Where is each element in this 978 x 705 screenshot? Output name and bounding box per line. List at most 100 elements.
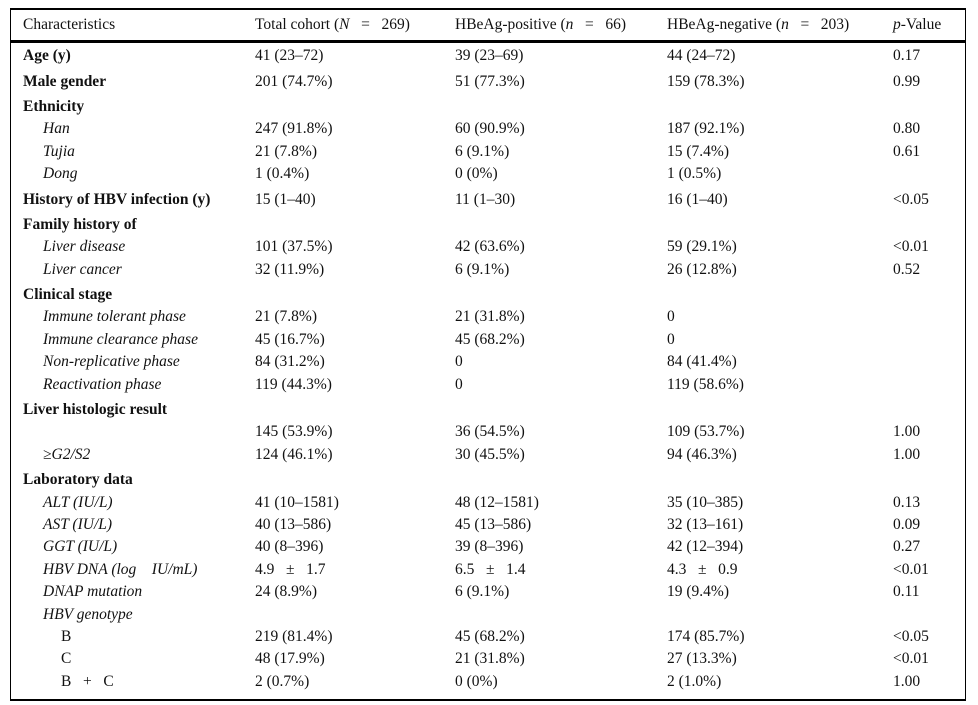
cell: 1 (0.4%) bbox=[255, 165, 310, 183]
row-label: B + C bbox=[61, 672, 114, 690]
row-label: Liver disease bbox=[43, 238, 126, 256]
cell: 6 (9.1%) bbox=[455, 583, 510, 601]
row-label: Dong bbox=[43, 165, 78, 183]
cell: 59 (29.1%) bbox=[667, 238, 737, 256]
table-row: Liver cancer 32 (11.9%) 6 (9.1%) 26 (12.8%)… bbox=[23, 259, 965, 281]
row-label: ≥G2/S2 bbox=[43, 445, 91, 463]
row-label: B bbox=[61, 627, 72, 645]
row-label: DNAP mutation bbox=[43, 583, 143, 601]
row-label: Reactivation phase bbox=[43, 375, 162, 393]
cell: 15 (7.4%) bbox=[667, 142, 729, 160]
cell: 45 (13–586) bbox=[455, 516, 532, 533]
row-label: HBV genotype bbox=[43, 605, 133, 623]
table-row: B 219 (81.4%) 45 (68.2%) 174 (85.7%) <0.05 bbox=[23, 626, 965, 648]
cell: 119 (58.6%) bbox=[667, 375, 744, 393]
table-row: B + C 2 (0.7%) 0 (0%) 2 (1.0%) 1.00 bbox=[23, 671, 965, 693]
table-row: Ethnicity bbox=[23, 96, 965, 118]
row-label: Male gender bbox=[23, 72, 107, 90]
cell: 0 bbox=[667, 330, 675, 348]
cell: 48 (17.9%) bbox=[255, 650, 325, 668]
cell: 187 (92.1%) bbox=[667, 120, 745, 138]
cell: 26 (12.8%) bbox=[667, 260, 737, 278]
cell: 145 (53.9%) bbox=[255, 423, 333, 441]
cell: 0 bbox=[667, 308, 675, 326]
table-row: AST (IU/L) 40 (13–586) 45 (13–586) 32 (13–1… bbox=[23, 514, 965, 536]
cell: 11 (1–30) bbox=[455, 190, 516, 208]
row-label: Liver cancer bbox=[43, 260, 122, 278]
cell: 0.09 bbox=[893, 516, 921, 533]
cell: 32 (11.9%) bbox=[255, 260, 325, 278]
table-row: DNAP mutation 24 (8.9%) 6 (9.1%) 19 (9.4%) 0… bbox=[23, 581, 965, 603]
row-label: Tujia bbox=[43, 142, 75, 160]
row-label: Han bbox=[43, 120, 70, 138]
table-row: GGT (IU/L) 40 (8–396) 39 (8–396) 42 (12–394… bbox=[23, 536, 965, 558]
cell: 109 (53.7%) bbox=[667, 423, 745, 441]
cell: 60 (90.9%) bbox=[455, 120, 525, 138]
cell: 40 (13–586) bbox=[255, 516, 332, 533]
cell: <0.01 bbox=[893, 238, 929, 256]
table-body: Age (y) 41 (23–72) 39 (23–69) 44 (24–72) 0.1… bbox=[11, 43, 965, 699]
table-row: HBV DNA (log IU/mL) 4.9 ± 1.7 6.5 ± 1.4 4.3… bbox=[23, 559, 965, 581]
cell: <0.05 bbox=[893, 627, 929, 645]
col-header-hbeag-positive: HBeAg-positive (n = 66) bbox=[455, 16, 627, 33]
table-header-row: Characteristics Total cohort (N = 269) H… bbox=[11, 10, 965, 43]
cell: 201 (74.7%) bbox=[255, 72, 333, 90]
cell: 45 (68.2%) bbox=[455, 330, 525, 348]
cell: 1.00 bbox=[893, 672, 921, 690]
table-row: Laboratory data bbox=[23, 469, 965, 491]
cell: 4.9 ± 1.7 bbox=[255, 560, 326, 578]
row-label: ALT (IU/L) bbox=[43, 493, 113, 511]
table-row: Tujia 21 (7.8%) 6 (9.1%) 15 (7.4%) 0.61 bbox=[23, 141, 965, 163]
cell: 119 (44.3%) bbox=[255, 375, 332, 393]
cell: 84 (41.4%) bbox=[667, 353, 737, 371]
table-row: HBV genotype bbox=[23, 603, 965, 625]
cell: 40 (8–396) bbox=[255, 538, 324, 556]
cell: 0 bbox=[455, 375, 463, 393]
cell: 19 (9.4%) bbox=[667, 583, 729, 601]
row-label: Liver histologic result bbox=[23, 401, 168, 419]
cell: 159 (78.3%) bbox=[667, 72, 745, 90]
cell: 21 (7.8%) bbox=[255, 308, 317, 326]
characteristics-table: Characteristics Total cohort (N = 269) H… bbox=[10, 8, 966, 701]
row-label: HBV DNA (log IU/mL) bbox=[43, 560, 198, 578]
cell: 4.3 ± 0.9 bbox=[667, 560, 738, 578]
table-row: Immune clearance phase 45 (16.7%) 45 (68.2… bbox=[23, 329, 965, 351]
cell: 2 (0.7%) bbox=[255, 672, 310, 690]
table-row: C 48 (17.9%) 21 (31.8%) 27 (13.3%) <0.01 bbox=[23, 648, 965, 670]
cell: 45 (16.7%) bbox=[255, 330, 325, 348]
cell: 21 (31.8%) bbox=[455, 308, 525, 326]
cell: 42 (12–394) bbox=[667, 538, 744, 556]
table-row: Liver histologic result bbox=[23, 399, 965, 421]
col-header-p-value: p-Value bbox=[893, 16, 942, 33]
table-row: Clinical stage bbox=[23, 284, 965, 306]
table-row: 145 (53.9%) 36 (54.5%) 109 (53.7%) 1.00 bbox=[23, 421, 965, 443]
table-row: Han 247 (91.8%) 60 (90.9%) 187 (92.1%) 0.80 bbox=[23, 118, 965, 140]
cell: 0 (0%) bbox=[455, 165, 498, 183]
cell: 0.27 bbox=[893, 538, 921, 556]
cell: 32 (13–161) bbox=[667, 516, 744, 533]
col-header-characteristics: Characteristics bbox=[23, 16, 116, 33]
cell: 44 (24–72) bbox=[667, 47, 736, 65]
cell: 2 (1.0%) bbox=[667, 672, 722, 690]
table-row: History of HBV infection (y) 15 (1–40) 11 … bbox=[23, 188, 965, 210]
table-row: Immune tolerant phase 21 (7.8%) 21 (31.8%)… bbox=[23, 306, 965, 328]
cell: <0.05 bbox=[893, 190, 929, 208]
cell: 0.52 bbox=[893, 260, 921, 278]
cell: 0 bbox=[455, 353, 463, 371]
row-label: Age (y) bbox=[23, 47, 71, 65]
cell: 1 (0.5%) bbox=[667, 165, 722, 183]
table-row: Liver disease 101 (37.5%) 42 (63.6%) 59 (29… bbox=[23, 236, 965, 258]
cell: 247 (91.8%) bbox=[255, 120, 333, 138]
table-row: Family history of bbox=[23, 214, 965, 236]
cell: 0.11 bbox=[893, 583, 920, 601]
cell: 0 (0%) bbox=[455, 672, 498, 690]
table-row: ALT (IU/L) 41 (10–1581) 48 (12–1581) 35 (10… bbox=[23, 491, 965, 513]
cell: 6 (9.1%) bbox=[455, 142, 510, 160]
cell: 21 (31.8%) bbox=[455, 650, 525, 668]
row-label: C bbox=[61, 650, 72, 668]
row-label: Ethnicity bbox=[23, 97, 85, 115]
row-label: AST (IU/L) bbox=[43, 516, 113, 533]
table-row: Dong 1 (0.4%) 0 (0%) 1 (0.5%) bbox=[23, 163, 965, 185]
row-label: GGT (IU/L) bbox=[43, 538, 118, 556]
